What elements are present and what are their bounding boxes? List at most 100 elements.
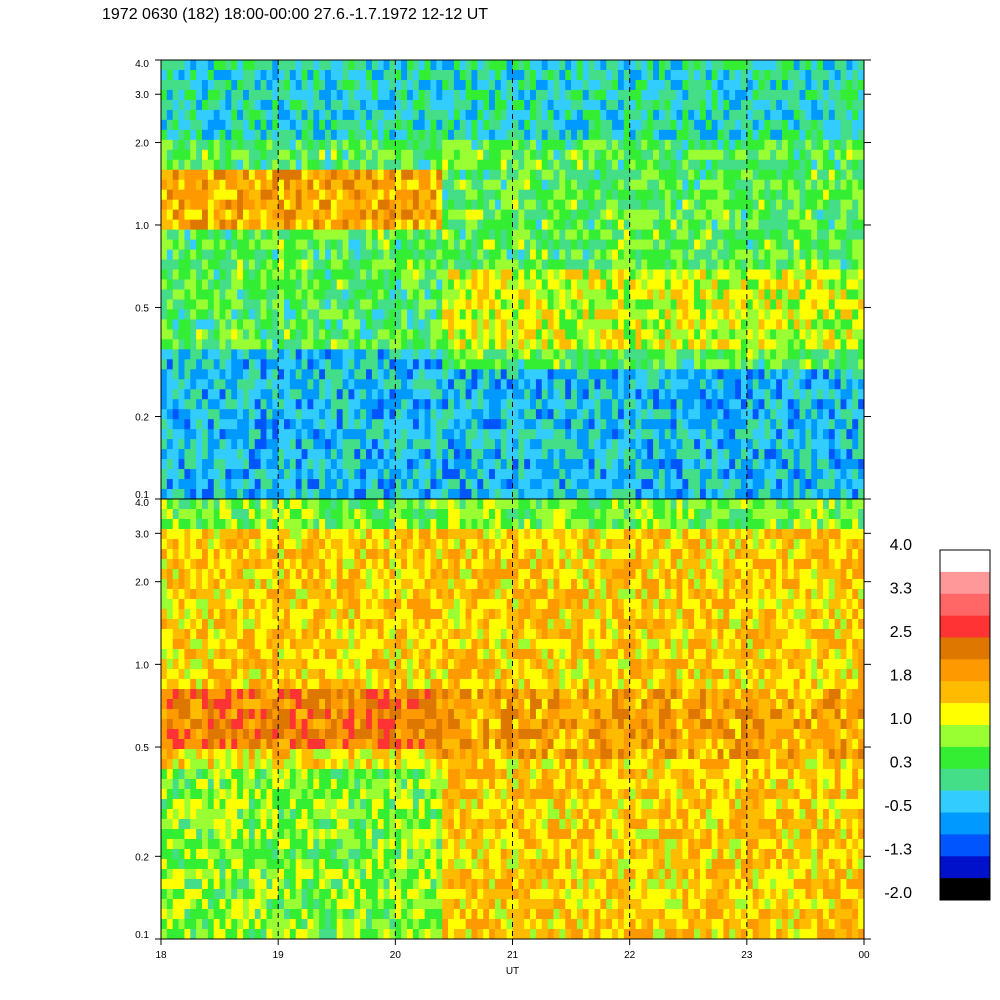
top-heatmap-cell <box>676 99 683 111</box>
top-heatmap-cell <box>494 289 502 300</box>
top-heatmap-cell <box>805 389 812 400</box>
top-heatmap-cell <box>442 189 449 201</box>
top-heatmap-cell <box>360 429 367 440</box>
top-heatmap-cell <box>635 329 642 340</box>
top-heatmap-cell <box>787 139 795 151</box>
top-heatmap-cell <box>383 219 390 231</box>
top-heatmap-cell <box>600 119 607 131</box>
top-heatmap-cell <box>336 159 344 171</box>
top-heatmap-cell <box>530 199 537 211</box>
top-heatmap-cell <box>512 119 519 131</box>
top-heatmap-cell <box>494 89 502 101</box>
top-heatmap-cell <box>535 79 543 91</box>
top-heatmap-cell <box>793 369 800 380</box>
top-heatmap-cell <box>354 429 361 440</box>
top-heatmap-cell <box>711 369 718 380</box>
top-heatmap-cell <box>319 209 326 221</box>
top-heatmap-cell <box>395 399 402 410</box>
top-heatmap-cell <box>641 119 648 131</box>
top-heatmap-cell <box>617 449 625 460</box>
top-heatmap-cell <box>284 479 291 490</box>
top-heatmap-cell <box>641 289 648 300</box>
top-heatmap-cell <box>606 209 613 221</box>
top-heatmap-cell <box>617 159 625 171</box>
top-heatmap-cell <box>688 309 695 320</box>
top-heatmap-cell <box>213 429 220 440</box>
top-heatmap-cell <box>553 459 560 470</box>
top-heatmap-cell <box>647 349 654 360</box>
top-heatmap-cell <box>518 369 525 380</box>
top-heatmap-cell <box>617 69 625 81</box>
top-heatmap-cell <box>781 369 789 380</box>
top-heatmap-cell <box>799 479 806 490</box>
top-heatmap-cell <box>717 259 724 270</box>
top-heatmap-cell <box>647 289 654 300</box>
top-heatmap-cell <box>500 359 508 370</box>
top-heatmap-cell <box>178 379 185 390</box>
top-heatmap-cell <box>412 159 420 171</box>
top-heatmap-cell <box>243 229 250 240</box>
top-heatmap-cell <box>535 60 543 71</box>
top-heatmap-cell <box>383 289 390 300</box>
top-heatmap-cell <box>547 119 554 131</box>
top-heatmap-cell <box>494 309 502 320</box>
top-heatmap-cell <box>272 389 279 400</box>
top-heatmap-cell <box>500 349 508 360</box>
top-heatmap-cell <box>471 389 478 400</box>
top-heatmap-cell <box>758 369 765 380</box>
top-heatmap-cell <box>781 289 789 300</box>
top-heatmap-cell <box>307 189 314 201</box>
top-heatmap-cell <box>623 209 631 221</box>
top-heatmap-cell <box>612 449 619 460</box>
top-heatmap-cell <box>371 109 379 121</box>
top-heatmap-cell <box>506 319 513 330</box>
top-heatmap-cell <box>817 119 824 131</box>
top-heatmap-cell <box>213 99 220 111</box>
top-heatmap-cell <box>758 149 765 161</box>
top-heatmap-cell <box>670 439 677 450</box>
top-heatmap-cell <box>348 79 355 91</box>
top-heatmap-cell <box>547 289 554 300</box>
top-heatmap-cell <box>746 129 754 141</box>
top-heatmap-cell <box>582 279 590 290</box>
top-heatmap-cell <box>325 369 332 380</box>
top-heatmap-cell <box>459 489 467 499</box>
top-heatmap-cell <box>746 119 754 131</box>
top-heatmap-cell <box>412 439 420 450</box>
top-heatmap-cell <box>371 339 379 350</box>
top-heatmap-cell <box>805 99 812 111</box>
top-heatmap-cell <box>389 489 396 499</box>
top-heatmap-cell <box>401 139 408 151</box>
top-heatmap-cell <box>571 109 578 121</box>
top-heatmap-cell <box>225 269 232 280</box>
top-heatmap-cell <box>471 149 478 161</box>
top-heatmap-cell <box>793 239 800 250</box>
top-heatmap-cell <box>770 409 777 420</box>
top-heatmap-cell <box>243 129 250 141</box>
top-heatmap-cell <box>319 169 326 181</box>
top-heatmap-cell <box>196 359 203 370</box>
top-heatmap-cell <box>617 429 625 440</box>
top-heatmap-cell <box>260 449 267 460</box>
top-heatmap-cell <box>313 489 320 499</box>
top-heatmap-cell <box>699 489 707 499</box>
top-heatmap-cell <box>799 309 806 320</box>
top-heatmap-cell <box>231 489 238 499</box>
top-heatmap-cell <box>600 429 607 440</box>
top-heatmap-cell <box>330 249 338 260</box>
top-heatmap-cell <box>477 409 484 420</box>
top-heatmap-cell <box>325 279 332 290</box>
top-heatmap-cell <box>231 109 238 121</box>
top-heatmap-cell <box>161 429 168 440</box>
top-heatmap-cell <box>740 79 748 91</box>
top-heatmap-cell <box>237 169 244 181</box>
top-heatmap-cell <box>196 269 203 280</box>
top-heatmap-cell <box>811 439 818 450</box>
top-heatmap-cell <box>694 199 701 211</box>
top-heatmap-cell <box>301 249 308 260</box>
top-heatmap-cell <box>278 279 285 290</box>
top-heatmap-cell <box>219 269 226 280</box>
top-heatmap-cell <box>289 259 297 270</box>
top-heatmap-cell <box>471 439 478 450</box>
top-heatmap-cell <box>547 129 554 141</box>
